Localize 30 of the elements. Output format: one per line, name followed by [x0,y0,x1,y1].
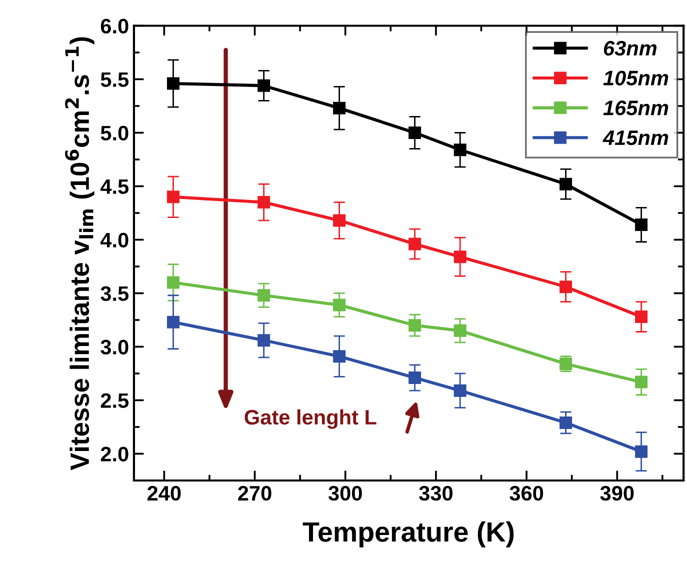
legend-label: 105nm [603,70,668,86]
x-tick-label: 360 [510,486,544,501]
point [635,376,648,388]
y-tick-label: 4.0 [100,232,128,248]
text: Vitesse limitante v$_{lim}$ (10$^{6}$cm$^{2}$.s$^{−1}$) [65,37,94,470]
point [635,218,648,232]
y-tick-label: 5.0 [100,126,128,140]
y-tick-label: 6.0 [100,18,128,34]
x-tick-label: 390 [600,486,634,501]
point [166,316,180,328]
point [166,276,180,289]
x-tick-label: 330 [419,486,452,501]
y-tick-label: 2.5 [100,393,129,408]
x-tick-label: 240 [148,486,181,501]
y-tick-label: 3.5 [100,286,129,302]
y-tick-label: 2.0 [100,446,128,462]
x-tick-label: 300 [328,486,362,501]
y-tick-label: 4.5 [100,179,129,194]
annotation: Gate lenght L [244,409,376,429]
legend-label: 165nm [603,100,668,116]
point [166,77,180,90]
legend-label: 63nm [604,40,657,56]
point [166,190,180,204]
point [635,445,648,458]
y-tick-label: 5.5 [100,72,129,87]
x-axis-title: Temperature (K) [302,521,514,548]
legend-label: 415nm [602,130,668,146]
point [635,310,648,324]
x-tick-label: 270 [238,486,272,501]
y-tick-label: 3.0 [100,340,128,355]
